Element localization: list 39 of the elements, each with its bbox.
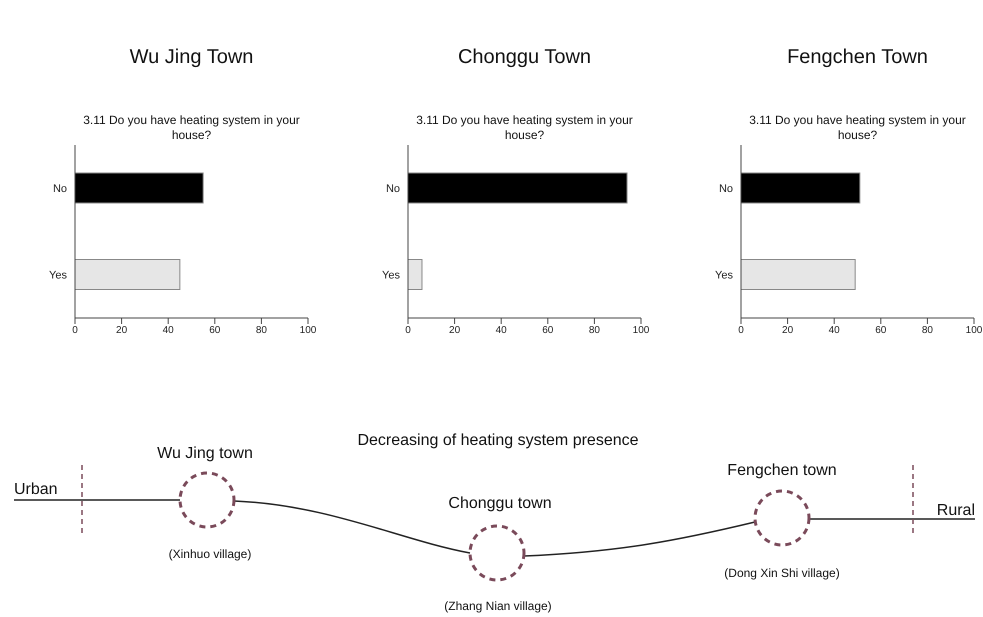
y-tick-label: Yes (715, 270, 734, 282)
x-tick-label: 20 (116, 325, 128, 336)
x-tick-label: 0 (738, 325, 744, 336)
y-tick-label: Yes (382, 270, 400, 282)
x-tick-label: 80 (922, 325, 934, 336)
x-tick-label: 40 (162, 325, 174, 336)
x-tick-label: 80 (588, 325, 600, 336)
text: Fengchen town (727, 462, 837, 479)
x-tick-label: 0 (405, 325, 412, 336)
x-tick-label: 60 (875, 325, 887, 336)
x-tick-label: 20 (449, 325, 461, 336)
text: Urban (14, 481, 58, 498)
text: Rural (936, 502, 975, 519)
x-tick-label: 60 (542, 325, 554, 336)
text: (Xinhuo village) (168, 547, 252, 561)
text: Wu Jing town (157, 445, 253, 462)
x-tick-label: 80 (256, 325, 268, 336)
x-tick-label: 20 (782, 325, 794, 336)
text: (Zhang Nian village) (444, 599, 552, 613)
text: Decreasing of heating system presence (357, 432, 639, 449)
y-tick-label: No (718, 183, 733, 196)
text: (Dong Xin Shi village) (724, 566, 840, 580)
chart-title: Wu Jing Town (128, 46, 254, 69)
chart-title: Chonggu Town (456, 46, 592, 69)
y-tick-label: No (386, 183, 400, 196)
x-tick-label: 40 (828, 325, 840, 336)
x-tick-label: 40 (496, 325, 508, 336)
x-tick-label: 100 (632, 325, 650, 336)
x-tick-label: 60 (209, 325, 221, 336)
text: Chonggu town (448, 495, 552, 512)
x-tick-label: 100 (300, 325, 317, 336)
chart-subtitle: 3.11 Do you have heating system in your house? (82, 113, 301, 143)
x-tick-label: 100 (966, 325, 983, 336)
chart-subtitle: 3.11 Do you have heating system in your house? (748, 113, 967, 143)
x-tick-label: 0 (72, 325, 78, 336)
chart-subtitle: 3.11 Do you have heating system in your house? (415, 113, 634, 143)
y-tick-label: Yes (49, 270, 68, 282)
chart-title: Fengchen Town (786, 46, 929, 69)
y-tick-label: No (52, 183, 67, 196)
